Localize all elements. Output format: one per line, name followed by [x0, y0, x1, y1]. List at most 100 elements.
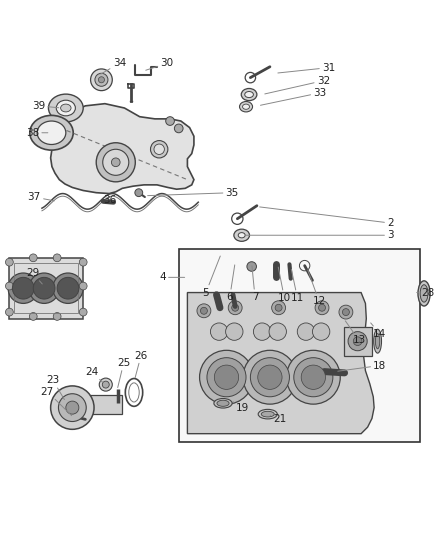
Circle shape: [29, 273, 59, 303]
Text: 26: 26: [134, 351, 148, 377]
Circle shape: [95, 73, 108, 86]
Circle shape: [272, 301, 286, 314]
Circle shape: [91, 69, 112, 91]
Circle shape: [53, 273, 83, 303]
Circle shape: [79, 308, 87, 316]
Circle shape: [258, 365, 282, 390]
Circle shape: [301, 365, 325, 390]
Text: 6: 6: [226, 265, 235, 302]
Ellipse shape: [49, 94, 83, 122]
Circle shape: [353, 337, 362, 345]
Text: 39: 39: [32, 101, 59, 111]
Circle shape: [348, 332, 367, 351]
Circle shape: [201, 308, 207, 314]
Ellipse shape: [30, 115, 73, 150]
Circle shape: [174, 124, 183, 133]
Polygon shape: [187, 293, 374, 434]
Text: 35: 35: [148, 188, 239, 198]
Ellipse shape: [214, 399, 232, 408]
Text: 19: 19: [233, 402, 249, 413]
Circle shape: [251, 358, 290, 397]
Ellipse shape: [245, 92, 254, 98]
Circle shape: [210, 323, 228, 340]
Ellipse shape: [37, 121, 66, 144]
Ellipse shape: [243, 104, 250, 109]
Text: 24: 24: [85, 367, 103, 383]
FancyBboxPatch shape: [179, 249, 420, 442]
Text: 18: 18: [338, 360, 386, 371]
Circle shape: [243, 350, 297, 404]
Circle shape: [53, 254, 61, 262]
Circle shape: [111, 158, 120, 167]
Text: 29: 29: [26, 268, 42, 284]
Text: 28: 28: [417, 287, 434, 297]
Text: 38: 38: [26, 128, 48, 138]
Ellipse shape: [261, 411, 274, 417]
Circle shape: [339, 305, 353, 319]
Text: 3: 3: [246, 230, 394, 240]
Circle shape: [318, 304, 325, 311]
Circle shape: [343, 309, 350, 316]
Text: 32: 32: [265, 76, 330, 94]
Text: 12: 12: [308, 270, 326, 306]
Circle shape: [214, 365, 239, 390]
Ellipse shape: [60, 104, 71, 112]
Text: 5: 5: [203, 256, 220, 297]
Ellipse shape: [234, 229, 250, 241]
Circle shape: [58, 394, 86, 422]
Circle shape: [226, 323, 243, 340]
Polygon shape: [344, 327, 372, 356]
Circle shape: [315, 301, 329, 314]
Circle shape: [151, 141, 168, 158]
Circle shape: [8, 273, 39, 303]
Circle shape: [5, 308, 13, 316]
Circle shape: [5, 259, 13, 266]
Circle shape: [66, 401, 79, 414]
Ellipse shape: [418, 281, 430, 306]
Circle shape: [275, 304, 282, 311]
Circle shape: [207, 358, 246, 397]
Circle shape: [96, 143, 135, 182]
Circle shape: [53, 312, 61, 320]
Ellipse shape: [56, 100, 75, 116]
Circle shape: [247, 262, 257, 271]
Text: 25: 25: [117, 358, 131, 387]
Text: 14: 14: [371, 323, 386, 339]
Text: 7: 7: [252, 266, 258, 302]
Polygon shape: [72, 394, 122, 414]
Circle shape: [79, 259, 87, 266]
Ellipse shape: [241, 88, 257, 101]
Text: 31: 31: [278, 62, 335, 73]
Text: 11: 11: [291, 269, 304, 303]
Ellipse shape: [420, 285, 428, 302]
Circle shape: [166, 117, 174, 125]
Ellipse shape: [238, 232, 245, 238]
Circle shape: [228, 301, 242, 314]
Circle shape: [57, 277, 79, 299]
Text: 10: 10: [278, 267, 291, 303]
Circle shape: [269, 323, 286, 340]
Circle shape: [102, 381, 109, 388]
Circle shape: [5, 282, 13, 290]
Circle shape: [12, 277, 34, 299]
Polygon shape: [8, 258, 83, 319]
Circle shape: [286, 350, 340, 404]
Circle shape: [197, 304, 211, 318]
Ellipse shape: [217, 400, 229, 406]
Text: 30: 30: [146, 58, 173, 70]
Text: 37: 37: [28, 192, 54, 202]
Ellipse shape: [375, 334, 380, 349]
Ellipse shape: [240, 101, 253, 112]
Circle shape: [312, 323, 330, 340]
Circle shape: [294, 358, 333, 397]
Ellipse shape: [374, 329, 381, 353]
Circle shape: [51, 386, 94, 430]
Text: 27: 27: [41, 386, 72, 416]
Circle shape: [33, 277, 55, 299]
Ellipse shape: [258, 409, 277, 419]
Circle shape: [297, 323, 314, 340]
Circle shape: [232, 304, 239, 311]
Circle shape: [200, 350, 254, 404]
Text: 13: 13: [345, 321, 366, 345]
Text: 34: 34: [101, 58, 126, 74]
